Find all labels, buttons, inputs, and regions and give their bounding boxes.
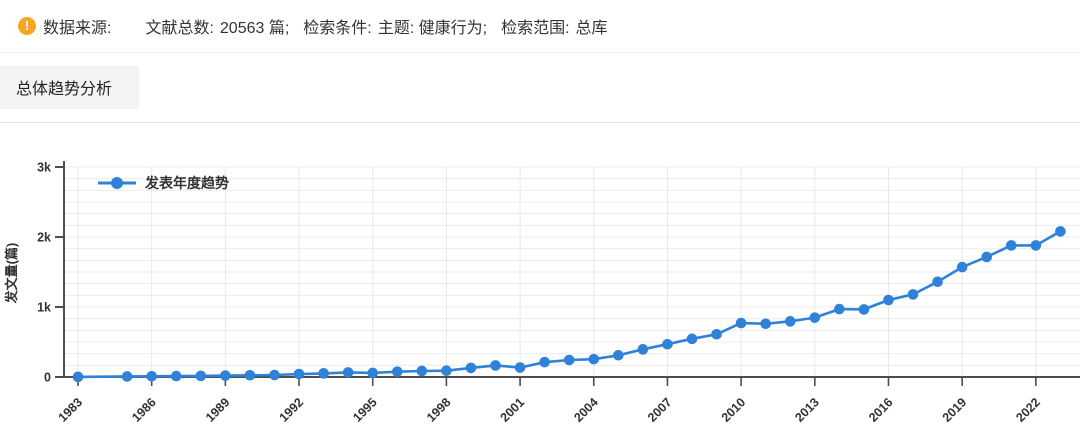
x-tick-label: 2019 (940, 395, 970, 425)
data-point[interactable] (539, 356, 550, 368)
total-docs-value: 20563 篇; (219, 20, 290, 37)
data-point[interactable] (269, 369, 280, 381)
data-point[interactable] (342, 367, 354, 378)
x-tick-label: 2013 (792, 395, 822, 425)
data-point[interactable] (72, 371, 84, 383)
data-point[interactable] (784, 316, 796, 327)
data-point[interactable] (220, 370, 231, 381)
y-tick-label: 2k (37, 231, 51, 245)
x-tick-label: 1989 (203, 395, 233, 425)
data-source-bar: ! 数据来源: 文献总数: 20563 篇; 检索条件: 主题: 健康行为; 检索范… (0, 0, 1080, 53)
data-point[interactable] (514, 362, 526, 373)
data-point[interactable] (711, 329, 722, 340)
data-point[interactable] (490, 360, 501, 371)
x-tick-label: 2004 (571, 395, 601, 425)
search-scope-stat: 检索范围: 总库 (501, 14, 607, 38)
data-point[interactable] (441, 365, 452, 376)
y-tick-label: 1k (37, 301, 51, 315)
data-point[interactable] (834, 303, 845, 315)
data-point[interactable] (465, 362, 477, 374)
data-point[interactable] (809, 312, 821, 323)
data-point[interactable] (146, 371, 157, 382)
data-point[interactable] (367, 367, 379, 379)
data-source-label: 数据来源: (43, 20, 112, 37)
y-tick-label: 0 (44, 371, 51, 385)
search-condition-label: 检索条件: (303, 20, 372, 37)
x-tick-label: 2010 (719, 395, 749, 425)
data-point[interactable] (686, 333, 698, 345)
data-point[interactable] (735, 317, 747, 329)
search-condition-value: 主题: 健康行为; (377, 20, 488, 37)
x-tick-label: 2022 (1013, 395, 1043, 425)
legend-item[interactable]: 发表年度趋势 (98, 175, 229, 191)
data-point[interactable] (760, 318, 771, 330)
data-point[interactable] (907, 289, 919, 300)
data-point[interactable] (613, 350, 624, 361)
trend-line (77, 230, 1062, 379)
y-axis-title: 发文量(篇) (4, 243, 19, 305)
tab-overall-trend-analysis[interactable]: 总体趋势分析 (0, 66, 140, 109)
data-point[interactable] (195, 370, 207, 382)
data-point[interactable] (1055, 226, 1066, 237)
data-point[interactable] (637, 344, 649, 355)
data-point[interactable] (1030, 240, 1042, 251)
search-condition-stat: 检索条件: 主题: 健康行为; (303, 14, 487, 38)
section-divider (0, 122, 1080, 123)
data-point[interactable] (981, 251, 993, 263)
data-point[interactable] (588, 353, 600, 365)
publication-trend-chart-container: 0 1k 2k 3k 1983 1986 1989 1992 1995 1998 2001 2004 2… (0, 143, 1080, 437)
total-docs-stat: 文献总数: 20563 篇; (145, 14, 289, 38)
x-tick-label: 1998 (424, 395, 454, 425)
legend-label: 发表年度趋势 (144, 175, 229, 191)
x-tick-label: 1995 (350, 395, 380, 425)
data-point[interactable] (293, 368, 305, 380)
data-point[interactable] (391, 366, 403, 377)
y-tick-label: 3k (37, 161, 51, 175)
data-point[interactable] (244, 369, 256, 381)
data-point[interactable] (883, 294, 894, 306)
data-point[interactable] (956, 261, 968, 273)
data-point[interactable] (121, 371, 133, 382)
search-scope-value: 总库 (575, 20, 608, 37)
x-tick-label: 2007 (645, 395, 675, 425)
x-tick-label: 1992 (277, 395, 307, 425)
x-tick-label: 2016 (866, 395, 896, 425)
data-point[interactable] (932, 276, 943, 288)
legend-dot-marker (111, 177, 123, 189)
data-point[interactable] (563, 354, 575, 366)
publication-trend-line-chart[interactable]: 0 1k 2k 3k 1983 1986 1989 1992 1995 1998 2001 2004 2… (0, 143, 1080, 437)
search-scope-label: 检索范围: (501, 20, 570, 37)
data-point[interactable] (318, 368, 329, 379)
total-docs-label: 文献总数: (145, 20, 214, 37)
data-point[interactable] (858, 304, 870, 315)
notice-exclamation-icon: ! (18, 17, 36, 35)
x-tick-label: 1986 (129, 395, 159, 425)
data-point[interactable] (1005, 240, 1017, 251)
data-point[interactable] (170, 370, 182, 382)
data-point[interactable] (662, 338, 673, 350)
x-tick-label: 2001 (498, 395, 528, 425)
data-point[interactable] (416, 365, 428, 377)
x-tick-label: 1983 (56, 395, 86, 425)
section-tabs: 总体趋势分析 (0, 66, 1080, 109)
